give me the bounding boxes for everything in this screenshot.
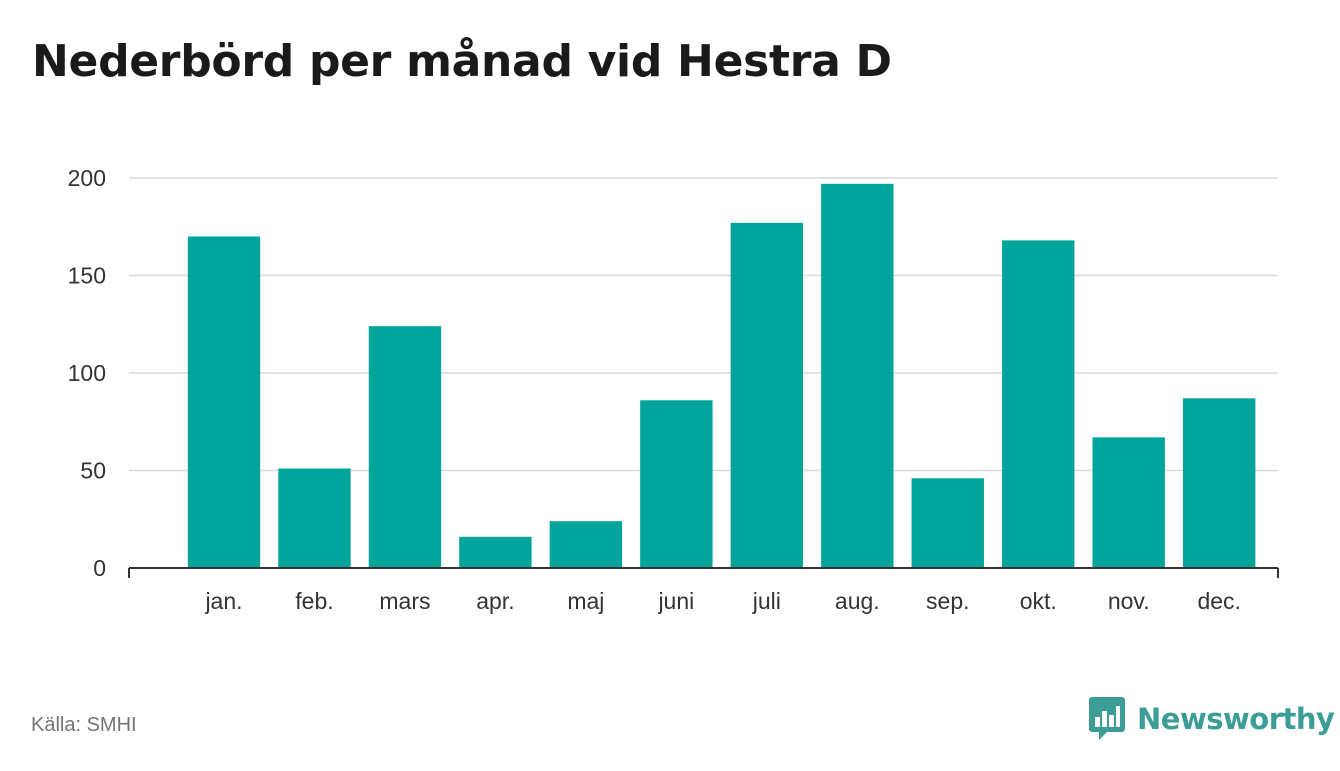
y-tick-label: 50 xyxy=(80,458,106,484)
bar xyxy=(1002,240,1075,568)
bar xyxy=(730,222,804,568)
y-tick-label: 100 xyxy=(68,360,106,386)
bar xyxy=(1183,398,1256,568)
chart-title: Nederbörd per månad vid Hestra D xyxy=(32,36,892,87)
axes xyxy=(128,567,1279,578)
x-tick-label: jan. xyxy=(204,588,242,614)
y-tick-label: 200 xyxy=(68,165,106,191)
bar xyxy=(640,400,713,568)
bar xyxy=(459,536,532,568)
x-tick-label: aug. xyxy=(835,588,880,614)
source-note: Källa: SMHI xyxy=(31,714,137,736)
x-tick-label: okt. xyxy=(1020,588,1057,614)
bars xyxy=(187,183,1256,568)
brand-name: Newsworthy xyxy=(1137,702,1335,736)
x-tick-label: mars xyxy=(379,588,430,614)
x-tick-label: juni xyxy=(657,588,694,614)
x-tick-label: feb. xyxy=(295,588,333,614)
bar xyxy=(368,326,442,568)
x-tick-label: nov. xyxy=(1108,588,1150,614)
y-tick-label: 150 xyxy=(68,263,106,289)
bar xyxy=(911,478,984,568)
x-tick-label: apr. xyxy=(476,588,514,614)
newsworthy-logo-icon xyxy=(1089,697,1125,740)
bar-chart: 0 50 100 150 200 jan. feb. mars apr. maj juni juli a… xyxy=(68,165,1279,614)
brand-logo: Newsworthy xyxy=(1089,697,1335,741)
bar xyxy=(187,236,261,568)
axis-labels: 0 50 100 150 200 jan. feb. mars apr. maj juni juli a… xyxy=(68,165,1241,614)
x-tick-label: sep. xyxy=(926,588,969,614)
bar xyxy=(549,521,623,568)
y-tick-label: 0 xyxy=(93,555,106,581)
x-tick-label: maj xyxy=(567,588,604,614)
bar xyxy=(278,468,351,568)
bar xyxy=(1092,437,1165,568)
bar xyxy=(821,183,894,568)
x-tick-label: dec. xyxy=(1197,588,1240,614)
x-tick-label: juli xyxy=(752,588,781,614)
